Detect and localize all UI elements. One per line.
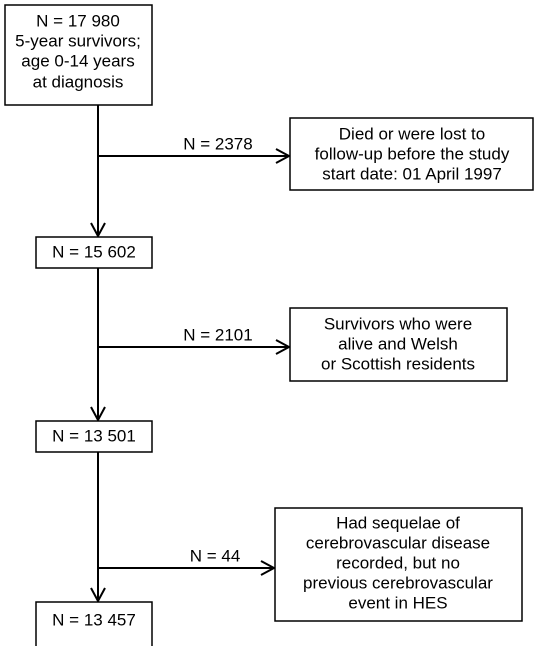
node-box (35, 420, 153, 453)
arrowhead (260, 560, 277, 576)
arrowhead (90, 222, 106, 239)
exclusion-text: recorded, but no (336, 553, 460, 572)
exclusion-text: start date: 01 April 1997 (322, 164, 502, 183)
node-box (4, 4, 153, 106)
node-text: 5-year survivors; (15, 31, 141, 50)
edge-label: N = 2101 (183, 325, 252, 344)
edge-label: N = 2378 (183, 134, 252, 153)
arrowhead (275, 148, 292, 164)
node-text: N = 13 501 (52, 426, 136, 445)
exclusion-text: event in HES (348, 593, 447, 612)
exclusion-text: Died or were lost to (339, 124, 485, 143)
connectors (90, 105, 292, 604)
exclusion-text: or Scottish residents (321, 354, 475, 373)
node-box (35, 236, 153, 269)
exclusion-text: Had sequelae of (336, 513, 460, 532)
exclusion-text: alive and Welsh (338, 334, 458, 353)
arrowhead (90, 406, 106, 423)
arrowhead (275, 339, 292, 355)
node-text: at diagnosis (33, 72, 124, 91)
node-box (35, 601, 153, 646)
exclusion-box (289, 307, 508, 382)
exclusion-text: cerebrovascular disease (306, 533, 490, 552)
node-text: N = 17 980 (36, 11, 120, 30)
exclusion-box (289, 117, 534, 191)
exclusion-text: previous cerebrovascular (303, 573, 493, 592)
node-text: age 0-14 years (21, 51, 134, 70)
node-text: N = 13 457 (52, 610, 136, 629)
exclusion-box (274, 507, 523, 622)
exclusion-text: Survivors who were (324, 314, 472, 333)
arrowhead (90, 587, 106, 604)
exclusion-text: follow-up before the study (315, 144, 510, 163)
edge-label: N = 44 (190, 546, 241, 565)
node-text: N = 15 602 (52, 242, 136, 261)
